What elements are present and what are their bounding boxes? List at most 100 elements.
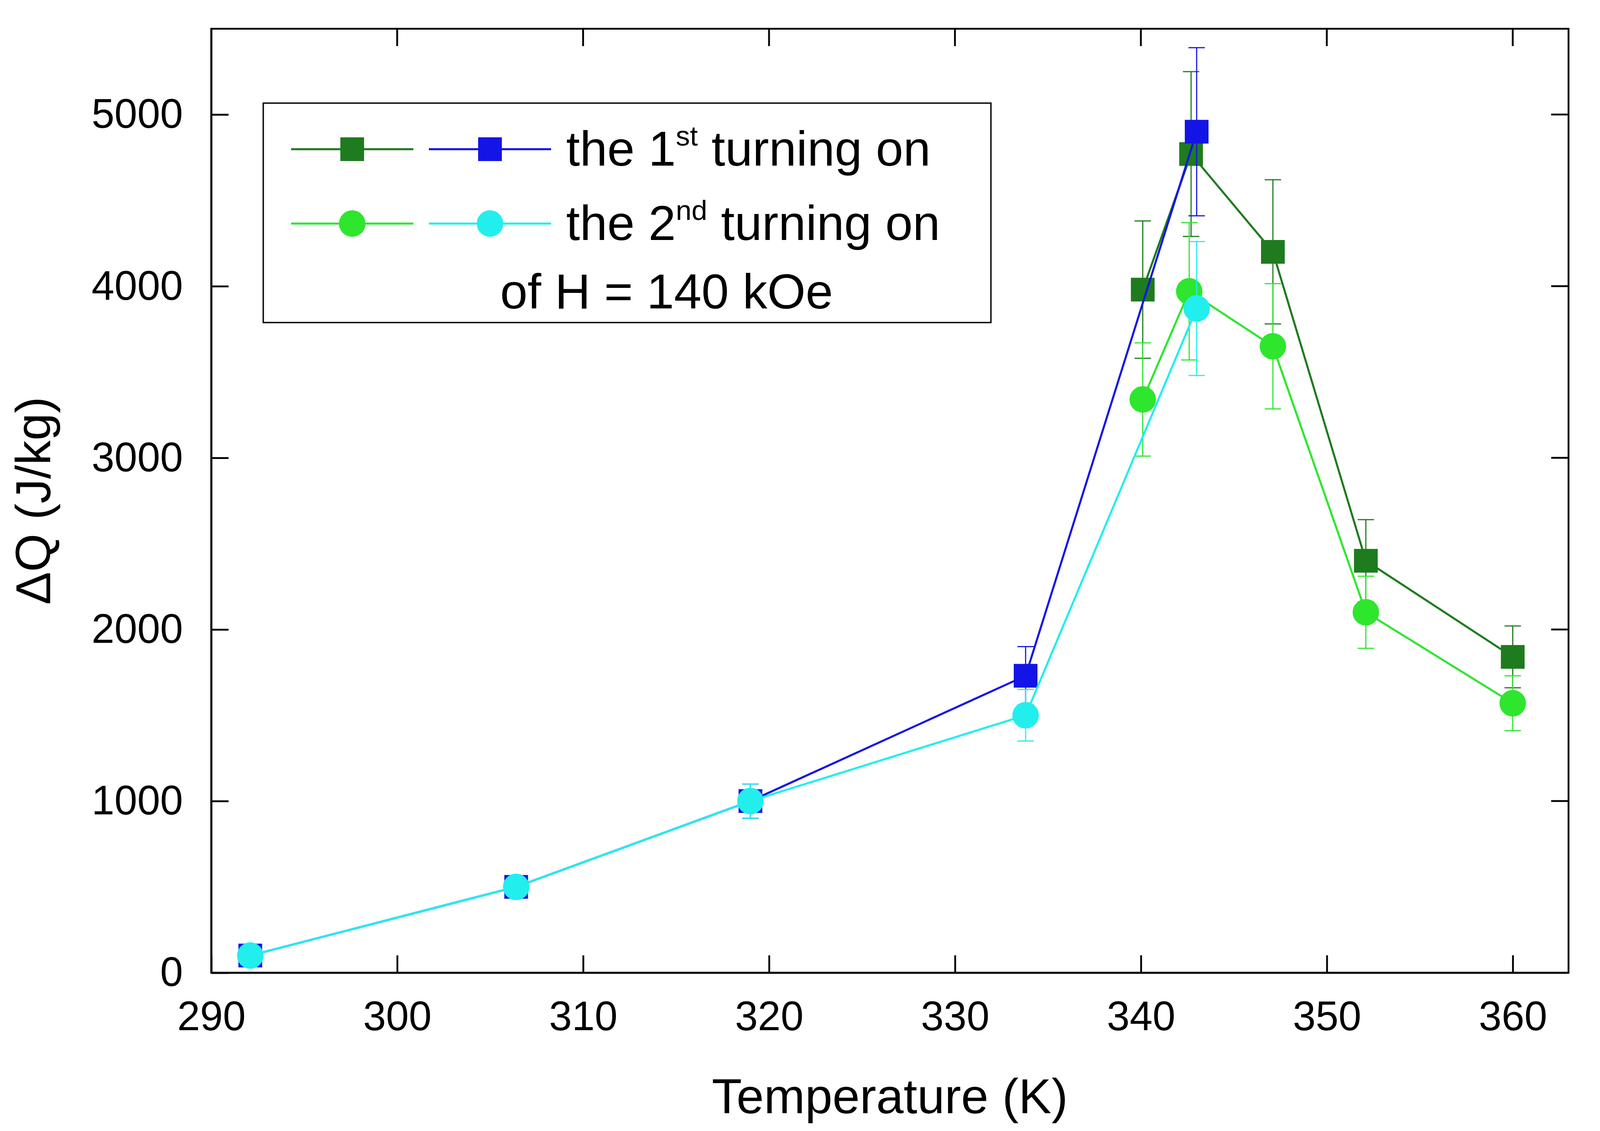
series	[239, 47, 1209, 967]
legend-key	[428, 137, 552, 161]
error-bar-part	[1181, 222, 1198, 224]
series-line	[250, 308, 1197, 956]
x-axis-title: Temperature (K)	[711, 1068, 1068, 1124]
tick-mark	[211, 285, 229, 288]
error-bar-part	[1188, 375, 1205, 377]
data-point	[237, 942, 264, 969]
tick-label: 4000	[91, 262, 183, 309]
legend-key	[291, 210, 414, 237]
tick-mark	[582, 955, 585, 973]
tick-label: 1000	[91, 777, 183, 824]
error-bar-part	[1017, 688, 1034, 691]
error-bar-part	[1264, 179, 1282, 181]
tick: 300	[363, 955, 432, 1039]
error-bar-part	[742, 817, 759, 819]
error-bar-part	[1504, 729, 1522, 732]
tick: 0	[160, 948, 229, 995]
x-axis: 290 300 310 320 330 340 350 360	[177, 955, 1569, 1039]
error-bar-part	[1264, 408, 1282, 410]
tick-mark	[1551, 628, 1569, 631]
tick-label: 300	[363, 993, 432, 1039]
data-point	[1012, 702, 1039, 729]
error-bar-part	[1504, 625, 1522, 627]
tick: 2000	[91, 605, 229, 652]
tick-mark	[211, 114, 229, 116]
error-bar-part	[1264, 282, 1282, 285]
tick-label: 290	[177, 993, 246, 1039]
tick: 360	[1478, 955, 1548, 1039]
tick: 5000	[91, 90, 229, 137]
tick-mark	[1551, 113, 1569, 116]
tick-mark	[211, 628, 229, 631]
error-bar-part	[1134, 220, 1152, 222]
axis-line	[210, 29, 213, 974]
data-point	[1260, 333, 1286, 360]
plot-area	[237, 47, 1526, 969]
data-point	[1501, 645, 1525, 669]
error-bar-part	[1188, 46, 1205, 49]
legend-marker	[477, 210, 503, 237]
plot-frame	[211, 28, 1569, 973]
series	[237, 241, 1210, 969]
error-bar-part	[742, 783, 759, 785]
series	[1131, 71, 1525, 688]
legend-label: the 1st turning on	[566, 119, 931, 177]
tick-mark	[954, 955, 957, 973]
legend-key	[291, 137, 414, 161]
error-bar-part	[742, 783, 759, 785]
error-bar-part	[1017, 646, 1034, 648]
error-bar-part	[742, 817, 759, 819]
tick: 320	[734, 955, 804, 1039]
series-line	[1142, 291, 1513, 704]
tick-mark	[396, 955, 399, 973]
error-bar-part	[1183, 235, 1200, 238]
error-bar-part	[1188, 215, 1205, 217]
error-bar-part	[1181, 359, 1198, 361]
tick: 340	[1106, 955, 1176, 1039]
error-bar-part	[1357, 519, 1375, 521]
tick-label: 320	[734, 993, 804, 1039]
tick: 3000	[91, 434, 229, 480]
error-bar-part	[1188, 240, 1205, 243]
tick-mark	[1551, 971, 1569, 974]
tick-mark	[211, 800, 229, 803]
legend-marker	[478, 137, 502, 161]
legend-title: of H = 140 kOe	[500, 263, 833, 319]
tick-label: 350	[1292, 993, 1362, 1039]
tick-label: 330	[921, 993, 990, 1039]
tick-mark	[768, 28, 771, 47]
tick: 330	[921, 955, 990, 1039]
tick-mark	[582, 28, 584, 47]
axis-line	[211, 972, 1569, 975]
tick-mark	[211, 972, 229, 975]
error-bar-part	[1357, 647, 1375, 650]
legend: the 1st turning on the 2nd turning on of H…	[263, 103, 991, 323]
data-point	[737, 788, 764, 814]
tick-mark	[1551, 285, 1569, 287]
tick: 4000	[91, 262, 229, 309]
tick-label: 310	[548, 993, 618, 1039]
series-line	[1142, 154, 1513, 657]
tick-label: 0	[160, 948, 183, 995]
tick-mark	[1140, 955, 1142, 973]
error-bar-part	[1017, 740, 1034, 742]
chart: 290 300 310 320 330 340 350 360 0 1000 2000 3000 400…	[0, 0, 1600, 1131]
legend-marker	[339, 210, 365, 237]
error-bar-part	[1357, 575, 1375, 578]
tick-mark	[768, 955, 771, 973]
tick: 310	[548, 955, 618, 1039]
legend-marker	[340, 137, 364, 161]
legend-label: the 2nd turning on	[566, 194, 941, 251]
tick: 350	[1292, 955, 1362, 1039]
data-point	[1500, 690, 1526, 716]
data-point	[1131, 278, 1155, 302]
tick-mark	[396, 28, 399, 47]
data-point	[1014, 664, 1038, 688]
tick-label: 2000	[91, 605, 183, 652]
data-point	[1261, 240, 1285, 264]
tick-label: 360	[1478, 993, 1548, 1039]
legend-key	[428, 210, 552, 237]
error-bar-part	[1134, 342, 1152, 344]
data-point	[1183, 295, 1210, 322]
tick-mark	[953, 28, 956, 47]
